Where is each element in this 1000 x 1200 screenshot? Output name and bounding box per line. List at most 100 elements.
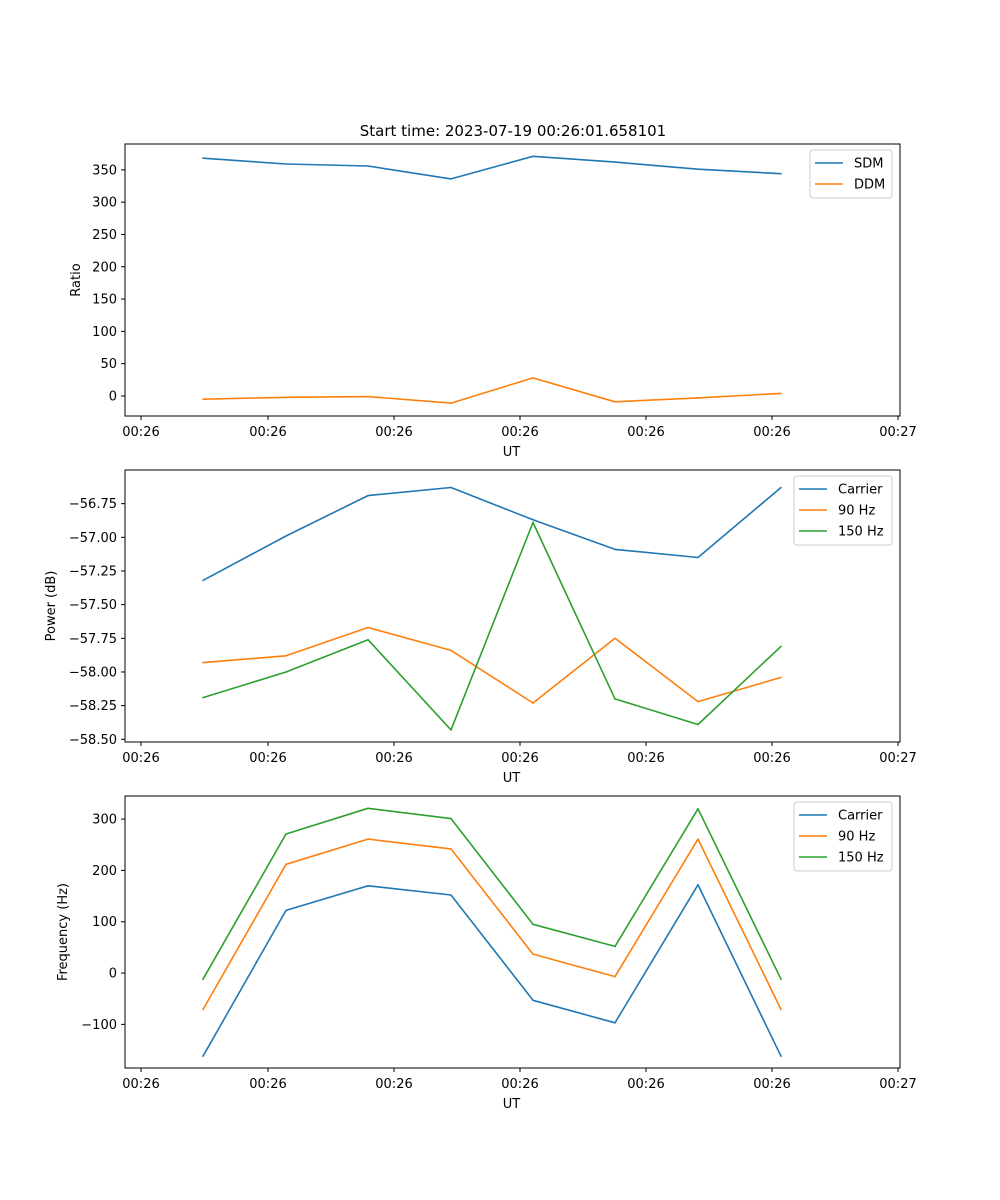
data-point [780,392,782,395]
y-tick-label: 0 [109,389,117,404]
data-point [780,978,782,980]
y-tick-label: −58.25 [69,699,117,714]
x-tick-label: 00:26 [627,1077,664,1092]
data-point [202,579,204,582]
series-line-150-hz [202,521,782,731]
x-tick-label: 00:26 [501,751,538,766]
data-point [367,807,369,810]
y-axis-label: Ratio [69,263,84,296]
y-tick-label: −58.50 [69,733,117,748]
data-point [450,729,452,731]
data-point [532,519,534,521]
data-point [367,395,369,398]
data-point [202,978,204,980]
data-point [450,486,452,489]
data-point [614,945,616,948]
data-point [202,1055,204,1057]
y-tick-label: 200 [92,864,117,879]
data-point [367,494,369,497]
data-point [202,661,204,664]
x-tick-label: 00:26 [375,751,412,766]
x-tick-label: 00:27 [879,425,916,440]
data-point [614,548,616,551]
data-point [780,172,782,175]
legend: Carrier 90 Hz 150 Hz [793,801,893,872]
data-point [532,953,534,955]
x-tick-label: 00:26 [753,425,790,440]
data-point [780,1055,782,1057]
y-tick-label: 250 [92,228,117,243]
data-point [285,655,287,657]
data-point [697,723,699,726]
x-tick-label: 00:26 [627,425,664,440]
x-tick-label: 00:26 [375,1077,412,1092]
data-point [614,161,616,163]
data-point [532,521,534,524]
data-point [614,698,616,700]
y-tick-label: −57.75 [69,632,117,647]
chart-panel-2: 00:26 00:26 00:26 00:26 00:26 00:26 00:27 −58.5… [44,469,917,786]
y-tick-label: −56.75 [69,497,117,512]
series-line-sdm [202,155,782,180]
y-tick-label: 50 [100,357,117,372]
data-point [367,165,369,167]
data-point [697,556,699,559]
x-tick-label: 00:26 [501,425,538,440]
data-point [697,397,699,399]
legend-label: Carrier [838,483,883,498]
legend-label: DDM [854,178,885,193]
data-point [614,975,616,978]
data-point [614,401,616,403]
x-axis-label: UT [503,1097,521,1112]
y-tick-label: 150 [92,293,117,308]
x-axis-label: UT [503,445,521,460]
data-point [532,155,534,158]
data-point [697,700,699,703]
series-line-150-hz [202,807,782,980]
data-point [367,638,369,641]
x-tick-label: 00:26 [627,751,664,766]
series-line-ddm [202,377,782,404]
x-tick-label: 00:27 [879,751,916,766]
data-point [367,885,369,887]
data-point [367,626,369,629]
data-point [285,396,287,399]
y-tick-label: 0 [109,967,117,982]
legend-label: 90 Hz [838,504,875,519]
y-tick-label: −57.00 [69,531,117,546]
data-point [614,1022,616,1024]
data-point [532,999,534,1002]
y-tick-label: −100 [81,1018,117,1033]
y-axis-label: Power (dB) [44,571,59,642]
data-point [285,833,287,835]
chart-panels: 00:26 00:26 00:26 00:26 00:26 00:26 00:27 0 50 10… [44,143,917,1112]
legend-label: SDM [854,157,883,172]
y-tick-label: 300 [92,196,117,211]
y-tick-label: −57.50 [69,598,117,613]
data-point [450,817,452,820]
data-point [202,696,204,699]
y-tick-label: 350 [92,163,117,178]
figure-title: Start time: 2023-07-19 00:26:01.658101 [360,122,666,140]
axes-frame [124,143,901,417]
data-point [450,894,452,896]
series-line-carrier [202,883,782,1057]
data-point [450,848,452,850]
data-point [614,637,616,640]
chart-panel-3: 00:26 00:26 00:26 00:26 00:26 00:26 00:27 −100 0… [56,795,917,1112]
y-tick-label: 100 [92,325,117,340]
legend-label: 150 Hz [838,525,884,540]
x-tick-label: 00:26 [249,751,286,766]
chart-panel-1: 00:26 00:26 00:26 00:26 00:26 00:26 00:27 0 50 10… [69,143,917,460]
series-line-90-hz [202,838,782,1010]
x-tick-label: 00:26 [122,751,159,766]
legend-label: 90 Hz [838,830,875,845]
y-tick-label: 300 [92,813,117,828]
y-tick-label: −58.00 [69,665,117,680]
legend: Carrier 90 Hz 150 Hz [793,475,893,546]
x-tick-label: 00:26 [753,751,790,766]
data-point [532,377,534,379]
x-tick-label: 00:26 [249,425,286,440]
data-point [780,676,782,679]
